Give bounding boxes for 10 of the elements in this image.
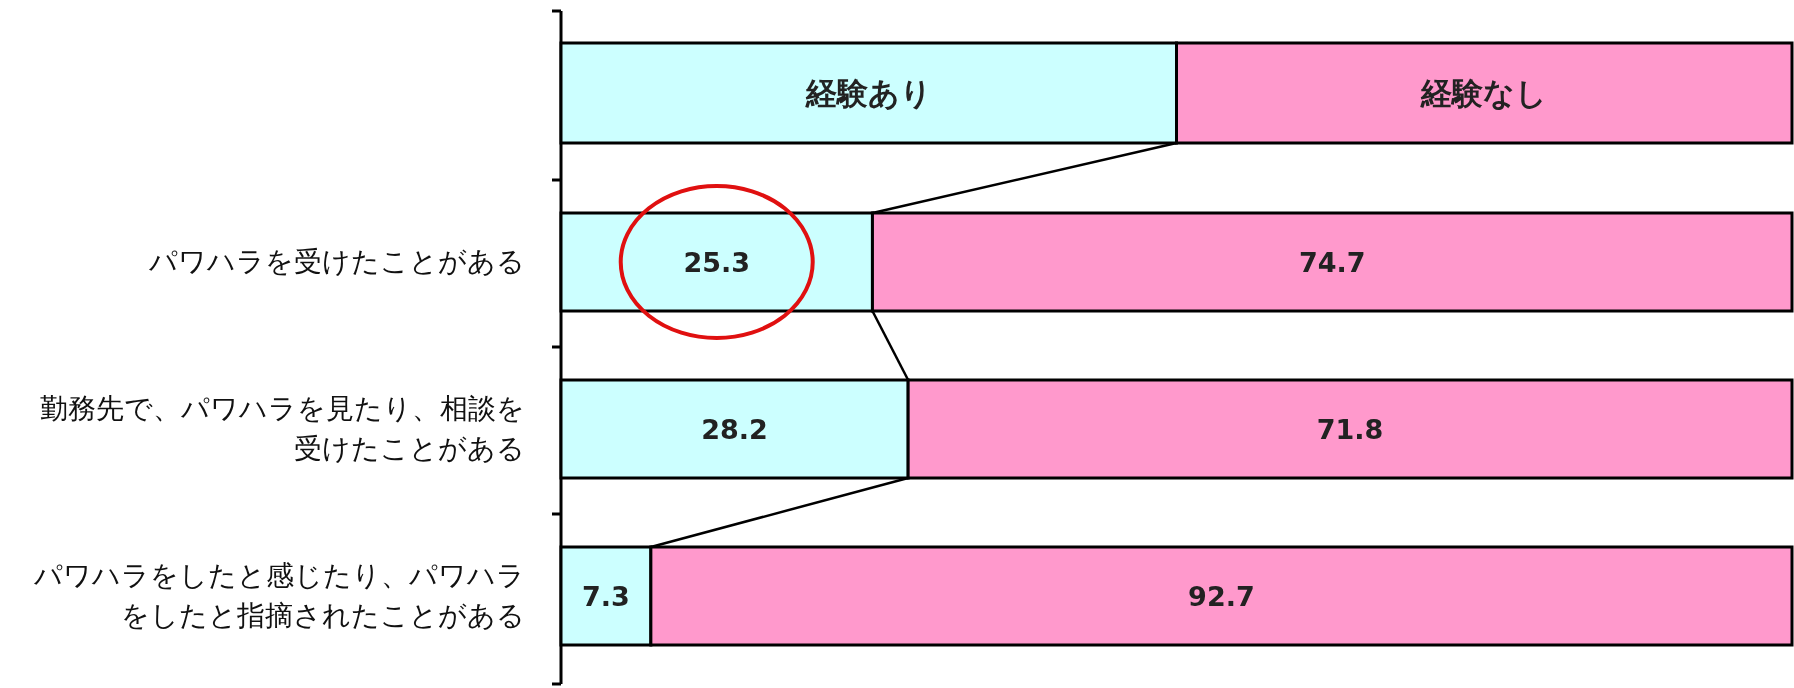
data-label: 28.2 — [701, 414, 768, 445]
y-tick-label: パワハラを受けたことがある — [149, 244, 525, 280]
data-label: 92.7 — [1188, 581, 1255, 612]
data-label: 71.8 — [1316, 414, 1384, 445]
data-label: 74.7 — [1298, 247, 1366, 278]
y-tick-label: パワハラをしたと感じたり、パワハラをしたと指摘されたことがある — [33, 558, 525, 634]
data-label: 25.3 — [683, 247, 751, 278]
data-label: 7.3 — [582, 581, 630, 612]
legend: 経験あり 経験なし — [559, 41, 1794, 145]
y-tick-label: 勤務先で、パワハラを見たり、相談を受けたことがある — [39, 391, 525, 467]
